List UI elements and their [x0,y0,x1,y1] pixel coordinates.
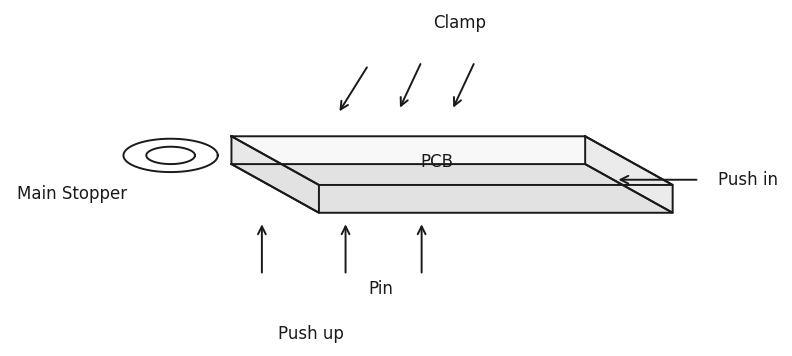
Text: Pin: Pin [368,280,394,298]
Text: PCB: PCB [421,153,453,171]
Text: Push in: Push in [718,171,779,189]
Polygon shape [231,164,672,213]
Polygon shape [124,139,218,172]
Polygon shape [585,136,672,213]
Polygon shape [231,136,319,213]
Polygon shape [231,136,672,185]
Text: Clamp: Clamp [433,14,486,32]
Polygon shape [147,147,195,164]
Text: Push up: Push up [279,325,345,344]
Text: Main Stopper: Main Stopper [17,185,127,203]
